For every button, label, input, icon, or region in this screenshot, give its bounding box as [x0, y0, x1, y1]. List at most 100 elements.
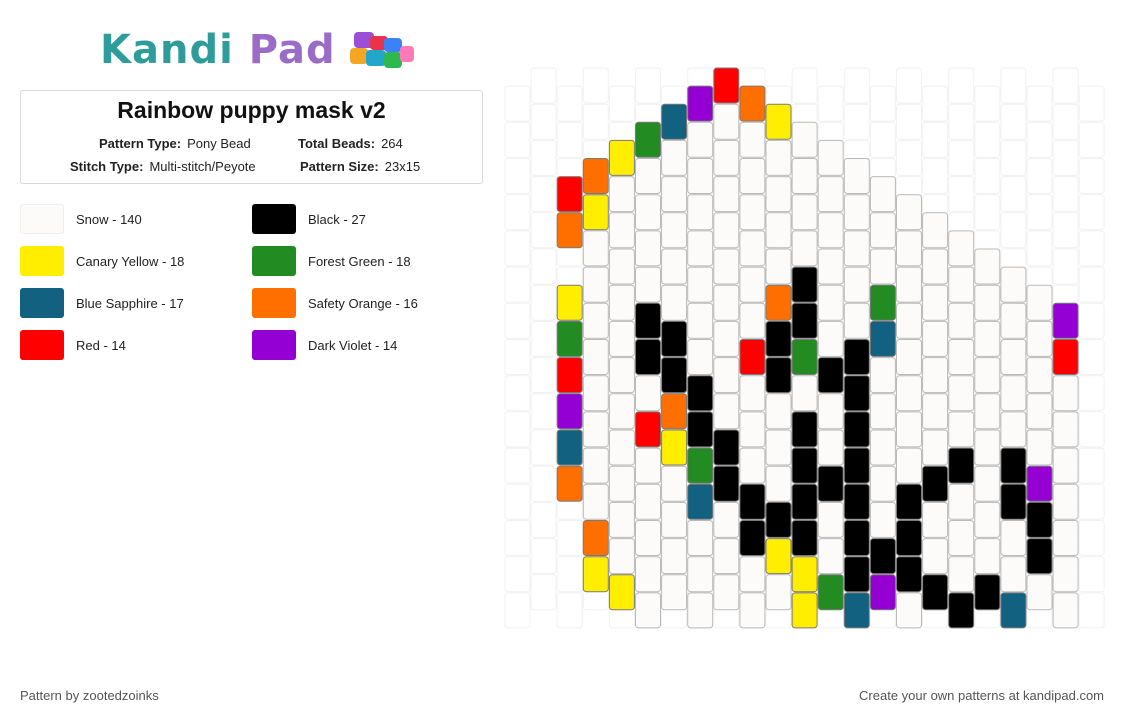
bead[interactable] [635, 375, 661, 412]
bead[interactable] [713, 248, 740, 285]
bead[interactable] [948, 230, 975, 267]
bead[interactable] [1026, 465, 1053, 502]
bead[interactable] [556, 284, 583, 321]
bead[interactable] [765, 501, 792, 538]
bead[interactable] [582, 158, 609, 194]
bead[interactable] [948, 447, 975, 484]
bead[interactable] [661, 393, 688, 430]
bead[interactable] [791, 411, 818, 448]
bead[interactable] [608, 501, 635, 538]
bead[interactable] [635, 483, 661, 520]
bead[interactable] [1052, 375, 1079, 412]
bead[interactable] [974, 393, 1001, 430]
bead[interactable] [1000, 266, 1027, 303]
bead[interactable] [843, 158, 870, 194]
bead[interactable] [869, 248, 896, 285]
bead[interactable] [765, 393, 792, 430]
bead[interactable] [869, 574, 896, 611]
bead[interactable] [608, 357, 635, 394]
bead[interactable] [922, 320, 949, 357]
bead[interactable] [922, 357, 949, 394]
bead[interactable] [1000, 447, 1027, 484]
bead[interactable] [1000, 592, 1027, 629]
bead[interactable] [739, 194, 766, 231]
bead[interactable] [687, 556, 714, 593]
bead[interactable] [582, 556, 609, 593]
bead[interactable] [843, 592, 870, 629]
bead[interactable] [713, 212, 740, 249]
bead[interactable] [635, 339, 661, 375]
bead[interactable] [1052, 556, 1079, 593]
bead[interactable] [687, 339, 714, 375]
bead[interactable] [896, 194, 922, 231]
bead[interactable] [713, 429, 740, 466]
bead[interactable] [843, 339, 870, 375]
bead[interactable] [739, 266, 766, 303]
bead[interactable] [896, 266, 922, 303]
bead[interactable] [948, 302, 975, 339]
bead[interactable] [843, 520, 870, 556]
bead[interactable] [1000, 483, 1027, 520]
bead[interactable] [896, 230, 922, 267]
bead[interactable] [974, 429, 1001, 466]
bead[interactable] [1052, 447, 1079, 484]
bead[interactable] [817, 284, 844, 321]
bead[interactable] [608, 393, 635, 430]
bead[interactable] [556, 320, 583, 357]
bead[interactable] [661, 284, 688, 321]
bead[interactable] [869, 538, 896, 575]
bead[interactable] [948, 266, 975, 303]
bead[interactable] [1026, 538, 1053, 575]
bead[interactable] [608, 139, 635, 176]
bead[interactable] [869, 501, 896, 538]
bead[interactable] [661, 320, 688, 357]
bead[interactable] [817, 538, 844, 575]
bead[interactable] [922, 429, 949, 466]
bead[interactable] [713, 501, 740, 538]
bead[interactable] [869, 357, 896, 394]
bead[interactable] [582, 339, 609, 375]
bead[interactable] [974, 357, 1001, 394]
bead[interactable] [817, 501, 844, 538]
bead[interactable] [791, 339, 818, 375]
bead[interactable] [1052, 592, 1079, 629]
bead[interactable] [687, 266, 714, 303]
bead[interactable] [896, 483, 922, 520]
bead[interactable] [843, 556, 870, 593]
bead[interactable] [713, 284, 740, 321]
bead[interactable] [661, 538, 688, 575]
bead[interactable] [739, 121, 766, 158]
bead[interactable] [869, 465, 896, 502]
bead[interactable] [739, 592, 766, 629]
bead[interactable] [739, 483, 766, 520]
bead[interactable] [974, 248, 1001, 285]
bead[interactable] [687, 121, 714, 158]
bead[interactable] [661, 501, 688, 538]
bead[interactable] [661, 176, 688, 213]
bead[interactable] [687, 375, 714, 412]
bead[interactable] [582, 302, 609, 339]
bead[interactable] [635, 302, 661, 339]
bead[interactable] [687, 230, 714, 267]
bead[interactable] [608, 320, 635, 357]
bead[interactable] [556, 429, 583, 466]
bead[interactable] [739, 411, 766, 448]
bead[interactable] [739, 520, 766, 556]
bead[interactable] [791, 194, 818, 231]
bead[interactable] [661, 212, 688, 249]
bead[interactable] [1026, 357, 1053, 394]
bead[interactable] [791, 592, 818, 629]
bead[interactable] [817, 357, 844, 394]
bead[interactable] [661, 357, 688, 394]
bead[interactable] [922, 574, 949, 611]
bead[interactable] [974, 574, 1001, 611]
bead[interactable] [869, 176, 896, 213]
bead[interactable] [635, 592, 661, 629]
bead[interactable] [791, 447, 818, 484]
bead[interactable] [739, 85, 766, 122]
bead[interactable] [687, 194, 714, 231]
bead[interactable] [791, 266, 818, 303]
bead[interactable] [687, 85, 714, 122]
bead[interactable] [582, 230, 609, 267]
